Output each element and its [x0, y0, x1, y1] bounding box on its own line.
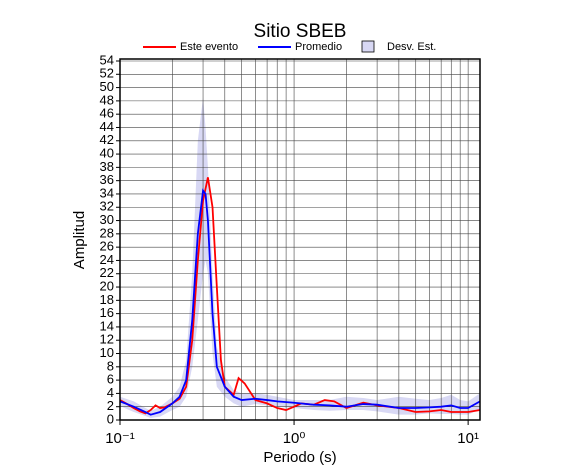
- y-tick-label: 10: [100, 345, 114, 360]
- y-tick-label: 36: [100, 172, 114, 187]
- y-tick-label: 30: [100, 212, 114, 227]
- y-tick-label: 8: [107, 358, 114, 373]
- series-line: [119, 188, 481, 416]
- y-tick-label: 34: [100, 185, 114, 200]
- x-tick-label: 10⁻¹: [105, 430, 135, 447]
- y-tick-label: 18: [100, 292, 114, 307]
- y-tick-label: 50: [100, 79, 114, 94]
- y-tick-label: 32: [100, 199, 114, 214]
- y-tick-label: 26: [100, 239, 114, 254]
- y-tick-label: 28: [100, 225, 114, 240]
- legend-label: Este evento: [180, 41, 238, 53]
- plot-frame: [119, 58, 481, 421]
- y-tick-label: 22: [100, 265, 114, 280]
- y-tick-label: 40: [100, 146, 114, 161]
- x-axis-label: Periodo (s): [263, 449, 336, 466]
- y-axis-label: Amplitud: [71, 211, 88, 269]
- series-line: [119, 177, 481, 415]
- y-tick-label: 20: [100, 278, 114, 293]
- y-tick-label: 2: [107, 398, 114, 413]
- y-tick-label: 48: [100, 92, 114, 107]
- chart-title: Sitio SBEB: [254, 21, 347, 42]
- x-tick-label: 10¹: [457, 430, 479, 447]
- y-tick-label: 52: [100, 66, 114, 81]
- std-band: [120, 97, 480, 419]
- y-tick-label: 14: [100, 318, 114, 333]
- y-tick-label: 6: [107, 372, 114, 387]
- y-tick-label: 12: [100, 332, 114, 347]
- y-tick-label: 54: [100, 52, 114, 67]
- y-tick-label: 44: [100, 119, 114, 134]
- y-tick-label: 0: [107, 411, 114, 426]
- x-tick-label: 10⁰: [283, 430, 306, 447]
- y-tick-label: 46: [100, 106, 114, 121]
- y-tick-label: 42: [100, 132, 114, 147]
- legend-label: Promedio: [295, 41, 342, 53]
- y-tick-label: 16: [100, 305, 114, 320]
- legend-swatch: [361, 40, 375, 53]
- legend-label: Desv. Est.: [387, 41, 436, 53]
- y-tick-label: 38: [100, 159, 114, 174]
- y-tick-label: 4: [107, 385, 114, 400]
- y-tick-label: 24: [100, 252, 114, 267]
